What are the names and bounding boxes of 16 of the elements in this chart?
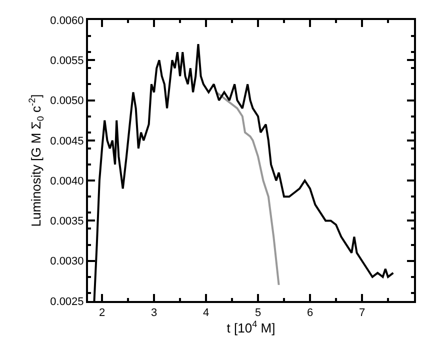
- x-tick-label: 3: [150, 307, 158, 320]
- x-tick-label: 4: [202, 307, 210, 320]
- x-tick-label: 5: [254, 307, 262, 320]
- line-series: [215, 91, 280, 286]
- y-tick-label: 0.0030: [50, 256, 84, 268]
- y-tick-label: 0.0055: [50, 54, 84, 67]
- y-tick-label: 0.0035: [50, 216, 84, 228]
- y-tick-label: 0.0060: [50, 14, 84, 27]
- y-tick-label: 0.0040: [50, 175, 84, 188]
- x-axis-title: t [10$^{4}$ M]: [226, 319, 276, 336]
- y-tick-label: 0.0050: [50, 95, 84, 108]
- x-tick-label: 7: [358, 307, 366, 320]
- y-tick-label: 0.0025: [50, 296, 84, 308]
- y-tick-label: 0.0045: [50, 135, 84, 148]
- x-tick-label: 6: [306, 307, 314, 320]
- x-tick-label: 2: [98, 307, 106, 320]
